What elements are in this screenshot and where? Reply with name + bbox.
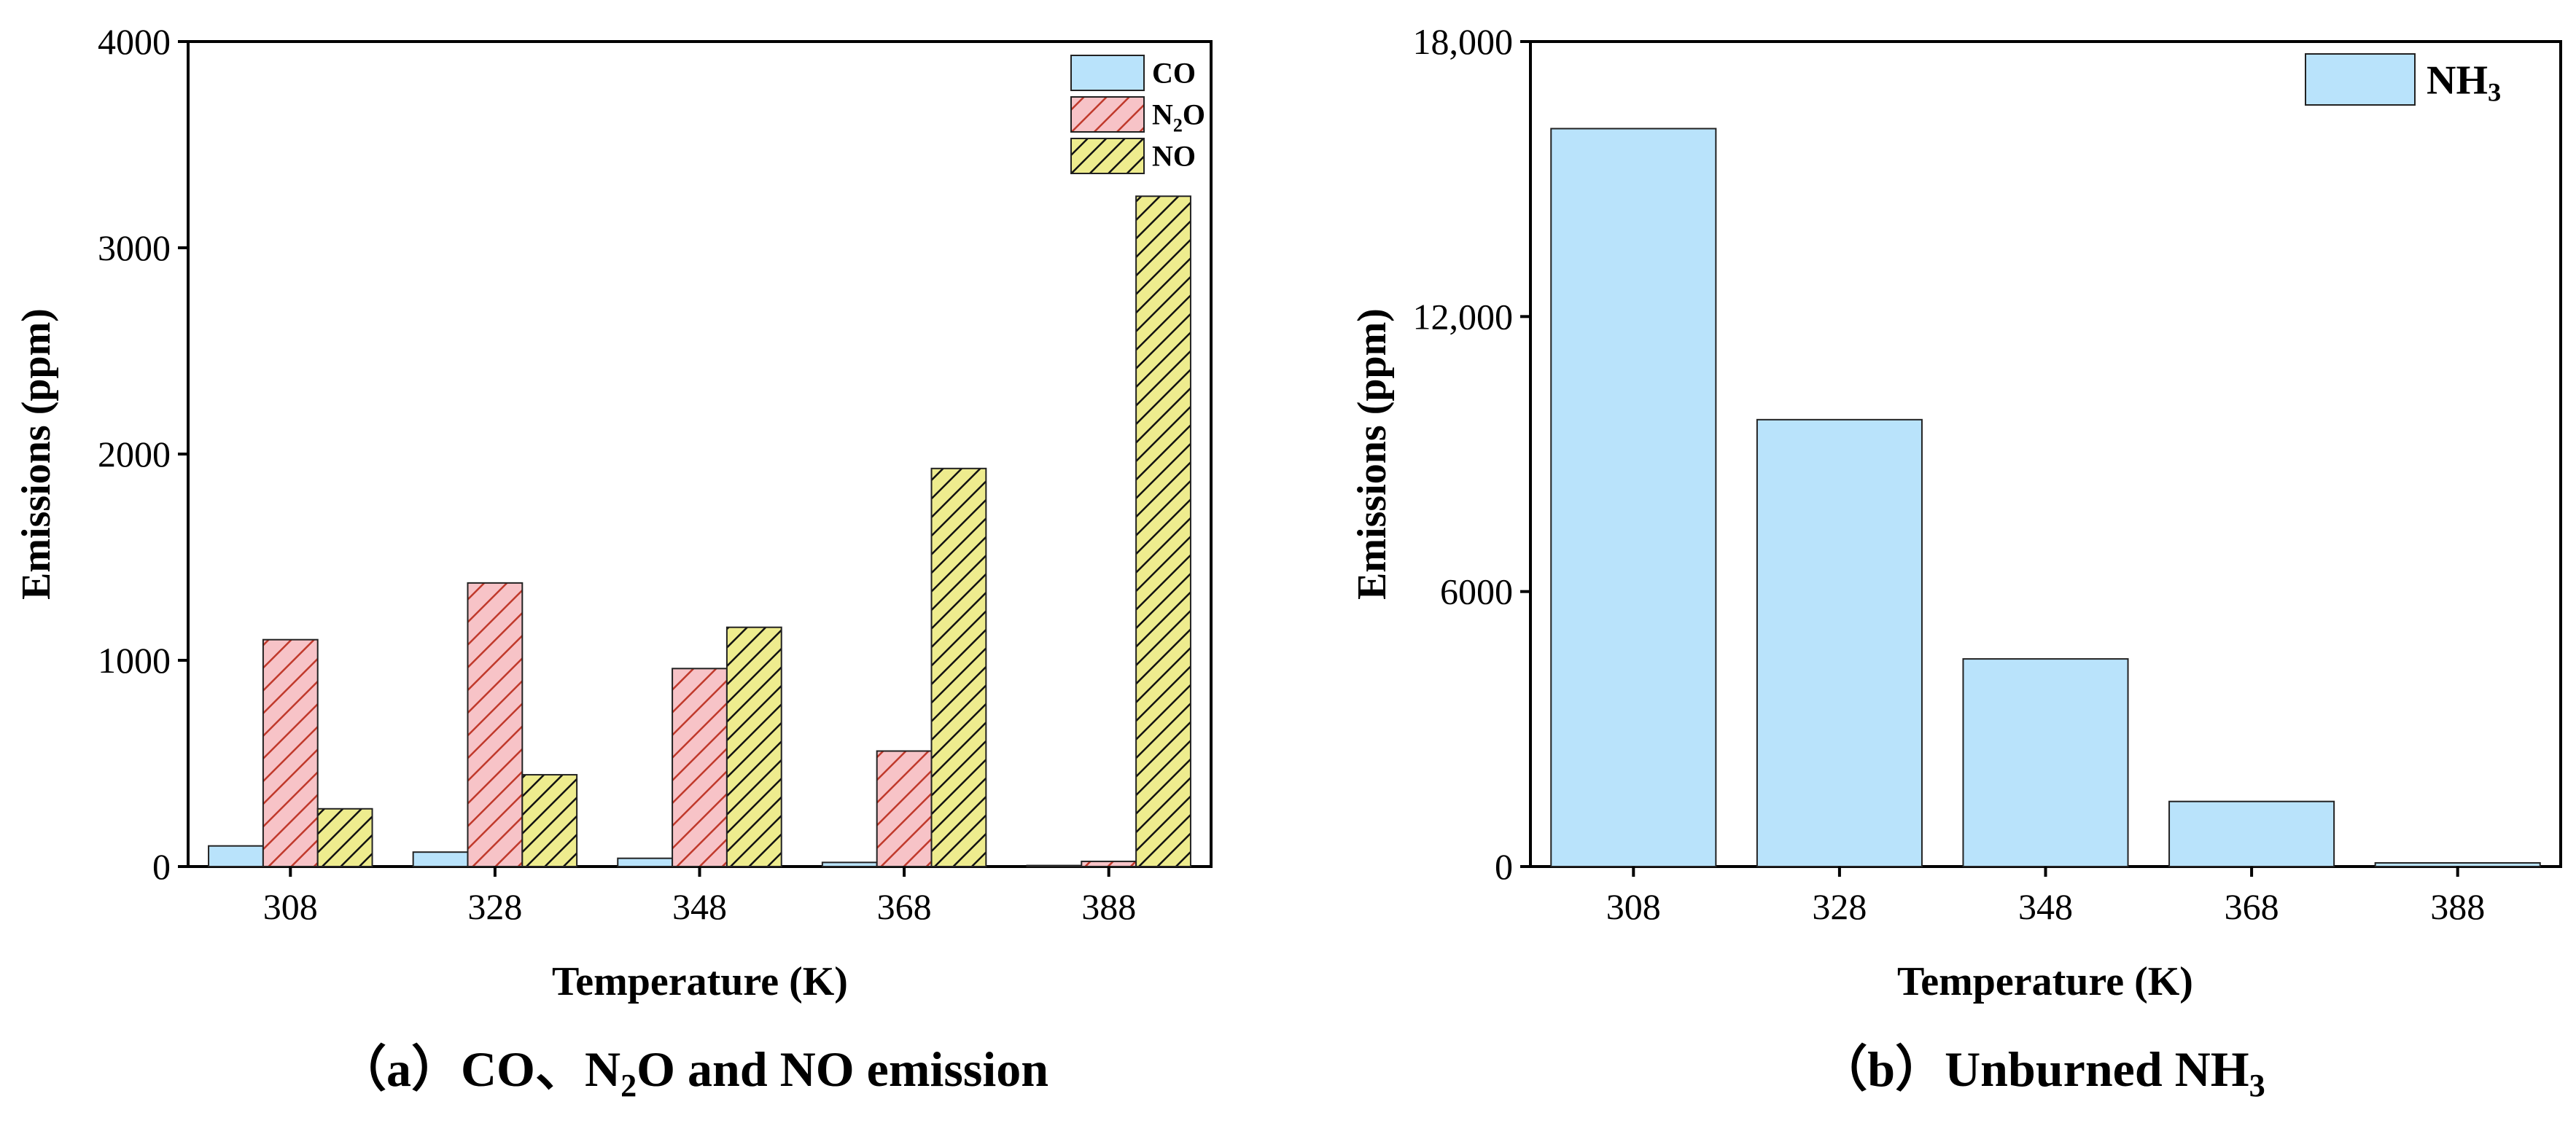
x-tick-label: 328 [1812, 886, 1867, 927]
bar-nh3-368 [2168, 800, 2335, 867]
bars-b [1550, 128, 2541, 867]
y-tick-label: 4000 [98, 21, 171, 62]
bar-n2o-348 [672, 668, 728, 867]
legend-swatch-co [1070, 55, 1145, 91]
x-tick-label: 388 [2430, 886, 2485, 927]
bar-no-328 [521, 774, 578, 867]
y-tick-label: 18,000 [1413, 21, 1514, 62]
y-tick-label: 1000 [98, 640, 171, 681]
x-tick-label: 388 [1081, 886, 1136, 927]
x-tick-label: 308 [263, 886, 318, 927]
y-tick-label: 2000 [98, 434, 171, 474]
y-axis-a: 0 1000 2000 3000 4000 [98, 21, 188, 887]
bar-co-388 [1026, 864, 1083, 867]
legend-label-no: NO [1152, 139, 1196, 172]
y-axis-title-b: Emissions (ppm) [1350, 308, 1395, 600]
bars-a [208, 195, 1191, 868]
bar-no-348 [725, 626, 782, 867]
y-tick-label: 0 [1495, 846, 1513, 887]
legend-swatch-no [1070, 138, 1145, 174]
x-axis-b: 308 328 348 368 388 [1606, 867, 2485, 927]
y-axis-title-a: Emissions (ppm) [14, 308, 59, 600]
bar-nh3-348 [1962, 658, 2129, 867]
bar-no-308 [316, 808, 373, 868]
bar-no-368 [930, 467, 987, 867]
bar-n2o-308 [262, 638, 319, 867]
y-tick-label: 12,000 [1413, 296, 1514, 337]
x-tick-label: 308 [1606, 886, 1661, 927]
bar-co-328 [412, 851, 469, 867]
bar-nh3-328 [1756, 418, 1923, 867]
bar-nh3-308 [1550, 128, 1717, 867]
bar-co-348 [617, 857, 674, 868]
x-tick-label: 368 [2225, 886, 2279, 927]
bar-nh3-388 [2374, 861, 2541, 867]
y-tick-label: 0 [152, 846, 171, 887]
chart-a: 0 1000 2000 3000 4000 308 328 348 368 388 Emissi… [14, 21, 1213, 1103]
bar-co-368 [821, 861, 878, 867]
x-axis-a: 308 328 348 368 388 [263, 867, 1136, 927]
bar-n2o-388 [1081, 860, 1137, 868]
caption-a: （a）CO、N2O and NO emission [337, 1041, 1048, 1103]
chart-b: 0 6000 12,000 18,000 308 328 348 368 388 Emissi… [1350, 21, 2562, 1103]
legend-swatch-n2o [1070, 96, 1145, 133]
legend-label-nh3: NH3 [2427, 58, 2501, 107]
x-tick-label: 348 [2018, 886, 2073, 927]
x-tick-label: 368 [877, 886, 932, 927]
legend-label-n2o: N2O [1152, 98, 1205, 136]
legend-label-co: CO [1152, 56, 1196, 89]
y-tick-label: 6000 [1440, 571, 1513, 612]
bar-co-308 [208, 845, 264, 867]
bar-n2o-368 [876, 750, 933, 868]
x-axis-title-b: Temperature (K) [1897, 959, 2193, 1004]
bar-no-388 [1135, 195, 1191, 867]
x-tick-label: 328 [467, 886, 522, 927]
legend-b: NH3 [2305, 53, 2501, 107]
x-axis-title-a: Temperature (K) [552, 959, 848, 1004]
y-tick-label: 3000 [98, 227, 171, 268]
bar-n2o-328 [467, 582, 524, 867]
legend-swatch-nh3 [2305, 53, 2416, 106]
x-tick-label: 348 [672, 886, 727, 927]
caption-b: （b）Unburned NH3 [1818, 1041, 2265, 1103]
y-axis-b: 0 6000 12,000 18,000 [1413, 21, 1530, 887]
